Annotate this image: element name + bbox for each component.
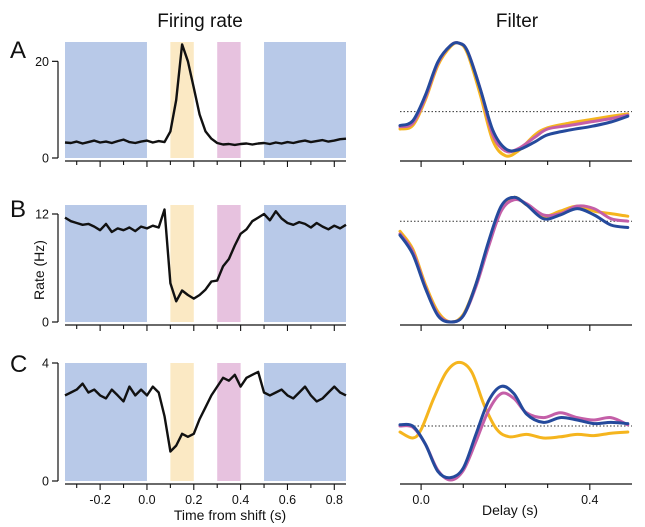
- filter-line-b-blue: [398, 195, 630, 324]
- y-tick-label-b-0: 0: [42, 316, 49, 330]
- band-a-blue-3: [264, 42, 346, 158]
- x-tick-label-c-0: -0.2: [89, 493, 111, 507]
- left-y-axis-label: Rate (Hz): [31, 240, 47, 300]
- filter-x-tick-label-c-0: 0.0: [412, 493, 429, 507]
- right-x-axis-label: Delay (s): [482, 502, 538, 518]
- rate-line-a: [64, 43, 347, 147]
- panel-letter-b: B: [10, 196, 26, 223]
- left-column-title: Firing rate: [157, 11, 243, 32]
- rate-panel-a: 0 20: [35, 42, 347, 167]
- x-tick-label-c-4: 0.6: [279, 493, 296, 507]
- rate-panel-b: 0 12: [35, 205, 347, 331]
- y-tick-label-a-1: 20: [35, 55, 49, 69]
- band-c-blue-3: [264, 363, 346, 481]
- filter-line-a-blue: [398, 41, 630, 153]
- filter-panel-b: [398, 195, 632, 331]
- band-a-yellow-1: [170, 42, 194, 158]
- band-c-pink-2: [217, 363, 241, 481]
- y-tick-label-c-1: 4: [42, 357, 49, 371]
- y-tick-label-c-0: 0: [42, 475, 49, 489]
- band-c-yellow-1: [170, 363, 194, 481]
- right-column-title: Filter: [496, 11, 539, 32]
- band-b-yellow-1: [170, 205, 194, 322]
- band-b-blue-3: [264, 205, 346, 322]
- rate-line-c: [64, 370, 347, 453]
- band-b-pink-2: [217, 205, 241, 322]
- filter-panel-a: [398, 41, 632, 167]
- panel-letter-c: C: [10, 351, 27, 378]
- x-tick-label-c-2: 0.2: [185, 493, 202, 507]
- y-tick-label-b-1: 12: [35, 208, 49, 222]
- x-tick-label-c-1: 0.0: [138, 493, 155, 507]
- filter-line-c-blue: [398, 384, 630, 480]
- x-tick-label-c-3: 0.4: [232, 493, 249, 507]
- band-a-blue-0: [65, 42, 147, 158]
- rate-panel-c: 0 4 -0.2 0.0 0.2 0.4 0.6 0.8: [42, 357, 347, 507]
- panel-letter-a: A: [10, 37, 26, 64]
- left-x-axis-label: Time from shift (s): [174, 507, 286, 523]
- filter-line-c-yellow: [398, 360, 630, 440]
- band-a-pink-2: [217, 42, 241, 158]
- band-c-blue-0: [65, 363, 147, 481]
- filter-x-tick-label-c-1: 0.4: [581, 493, 598, 507]
- filter-line-a-pink: [398, 41, 630, 154]
- x-tick-label-c-5: 0.8: [326, 493, 343, 507]
- rate-line-b: [64, 208, 347, 303]
- filter-panel-c: 0.0 0.4: [398, 360, 632, 507]
- y-tick-label-a-0: 0: [42, 152, 49, 166]
- filter-line-a-yellow: [398, 41, 630, 158]
